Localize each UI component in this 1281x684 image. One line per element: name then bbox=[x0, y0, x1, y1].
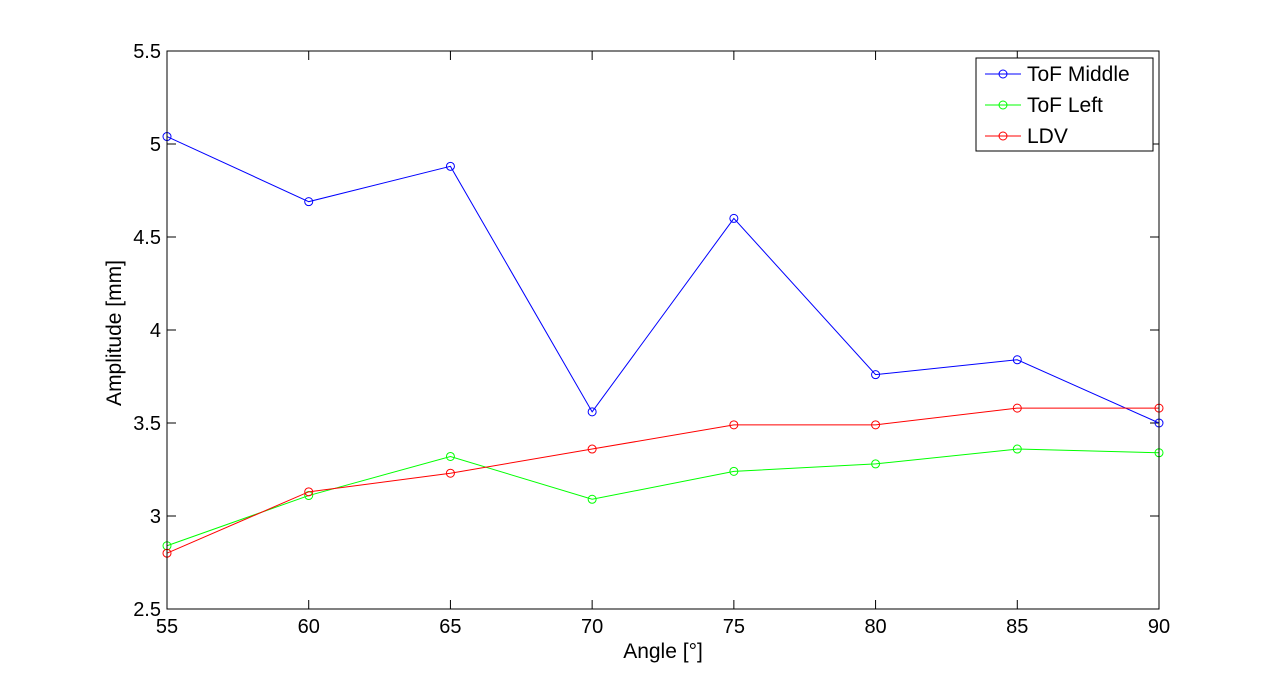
y-tick-label: 4.5 bbox=[133, 227, 161, 249]
data-point bbox=[1012, 355, 1022, 365]
data-point bbox=[1012, 444, 1022, 454]
legend-label: LDV bbox=[1027, 125, 1068, 148]
legend-entry: LDV bbox=[985, 125, 1068, 148]
data-point bbox=[587, 494, 597, 504]
data-point bbox=[445, 161, 455, 171]
legend-marker bbox=[998, 69, 1008, 79]
ticks: 55 60 65 70 75 80 85 90 2.5 3 3.5 4 4.5 5 5.5 bbox=[133, 41, 1170, 638]
x-axis-label: Angle [°] bbox=[623, 640, 703, 663]
y-tick-label: 2.5 bbox=[133, 599, 161, 621]
legend-marker bbox=[998, 131, 1008, 141]
x-tick-label: 55 bbox=[156, 616, 178, 638]
legend-label: ToF Middle bbox=[1027, 63, 1130, 86]
data-point bbox=[871, 420, 881, 430]
y-axis-label: Amplitude [mm] bbox=[103, 260, 126, 406]
series-line bbox=[166, 136, 1160, 424]
x-tick-label: 75 bbox=[723, 616, 745, 638]
data-point bbox=[445, 451, 455, 461]
legend-entry: ToF Left bbox=[985, 94, 1103, 117]
data-point bbox=[304, 487, 314, 497]
y-tick-label: 5.5 bbox=[133, 41, 161, 63]
y-tick-label: 3.5 bbox=[133, 413, 161, 435]
data-point bbox=[729, 420, 739, 430]
data-point bbox=[871, 370, 881, 380]
y-tick-label: 3 bbox=[150, 506, 161, 528]
series-line bbox=[166, 407, 1159, 554]
legend-marker bbox=[998, 100, 1008, 110]
legend-label: ToF Left bbox=[1027, 94, 1103, 117]
data-point bbox=[1012, 403, 1022, 413]
y-tick-label: 5 bbox=[150, 134, 161, 156]
plot-frame bbox=[166, 50, 1160, 610]
x-tick-label: 90 bbox=[1148, 616, 1170, 638]
data-point bbox=[729, 466, 739, 476]
legend: ToF Middle ToF Left LDV bbox=[975, 57, 1154, 152]
series bbox=[162, 132, 1164, 558]
data-point bbox=[445, 468, 455, 478]
legend-entry: ToF Middle bbox=[985, 63, 1130, 86]
data-point bbox=[871, 459, 881, 469]
x-tick-label: 80 bbox=[864, 616, 886, 638]
data-point bbox=[587, 444, 597, 454]
x-tick-label: 60 bbox=[298, 616, 320, 638]
data-point bbox=[587, 407, 597, 417]
y-tick-label: 4 bbox=[150, 320, 161, 342]
data-point bbox=[304, 197, 314, 207]
x-tick-label: 65 bbox=[439, 616, 461, 638]
x-tick-label: 70 bbox=[581, 616, 603, 638]
data-point bbox=[729, 213, 739, 223]
x-tick-label: 85 bbox=[1006, 616, 1028, 638]
